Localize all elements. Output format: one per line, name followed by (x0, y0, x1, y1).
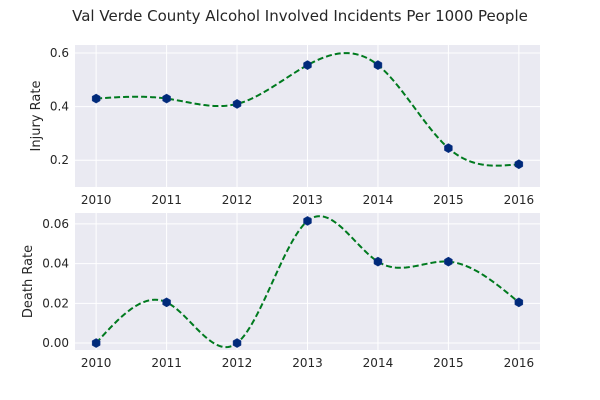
x-tick-label: 2012 (222, 193, 253, 207)
data-point (91, 338, 101, 348)
x-tick-label: 2016 (504, 193, 535, 207)
data-point (373, 256, 383, 267)
x-tick-label: 2011 (151, 193, 182, 207)
injury-rate-panel: 2010 2011 2012 2013 2014 2015 2016 0.2 0.4 0.6 Inj… (29, 45, 540, 207)
x-tick-label: 2014 (363, 193, 394, 207)
x-tick-label: 2013 (292, 193, 323, 207)
y-tick-label: 0.00 (42, 336, 69, 350)
y-tick-label: 0.2 (50, 153, 69, 167)
data-point (373, 60, 383, 70)
x-tick-label: 2010 (81, 193, 112, 207)
y-tick-label: 0.02 (42, 296, 69, 310)
data-point (303, 216, 312, 226)
chart-title: Val Verde County Alcohol Involved Incide… (72, 7, 528, 25)
data-point (444, 143, 453, 154)
data-point (162, 297, 171, 308)
data-point (514, 159, 524, 170)
data-point (444, 256, 453, 267)
x-tick-label: 2010 (81, 356, 112, 370)
data-point (232, 338, 242, 348)
y-tick-label: 0.6 (50, 46, 69, 60)
x-tick-label: 2016 (504, 356, 535, 370)
data-point (514, 297, 524, 308)
y-tick-label: 0.06 (42, 217, 69, 231)
death-rate-panel: 2010 2011 2012 2013 2014 2015 2016 0.00 0.02 0.04… (21, 213, 540, 370)
y-axis-label: Death Rate (21, 245, 36, 318)
x-tick-label: 2012 (222, 356, 253, 370)
data-point (303, 60, 312, 70)
y-tick-label: 0.04 (42, 257, 69, 271)
x-tick-label: 2011 (151, 356, 182, 370)
data-point (232, 99, 242, 109)
x-tick-label: 2013 (292, 356, 323, 370)
data-point (162, 93, 171, 104)
data-point (91, 93, 101, 104)
y-axis-label: Injury Rate (29, 81, 44, 152)
x-tick-label: 2014 (363, 356, 394, 370)
x-tick-label: 2015 (433, 356, 464, 370)
x-tick-label: 2015 (433, 193, 464, 207)
y-tick-label: 0.4 (50, 100, 69, 114)
